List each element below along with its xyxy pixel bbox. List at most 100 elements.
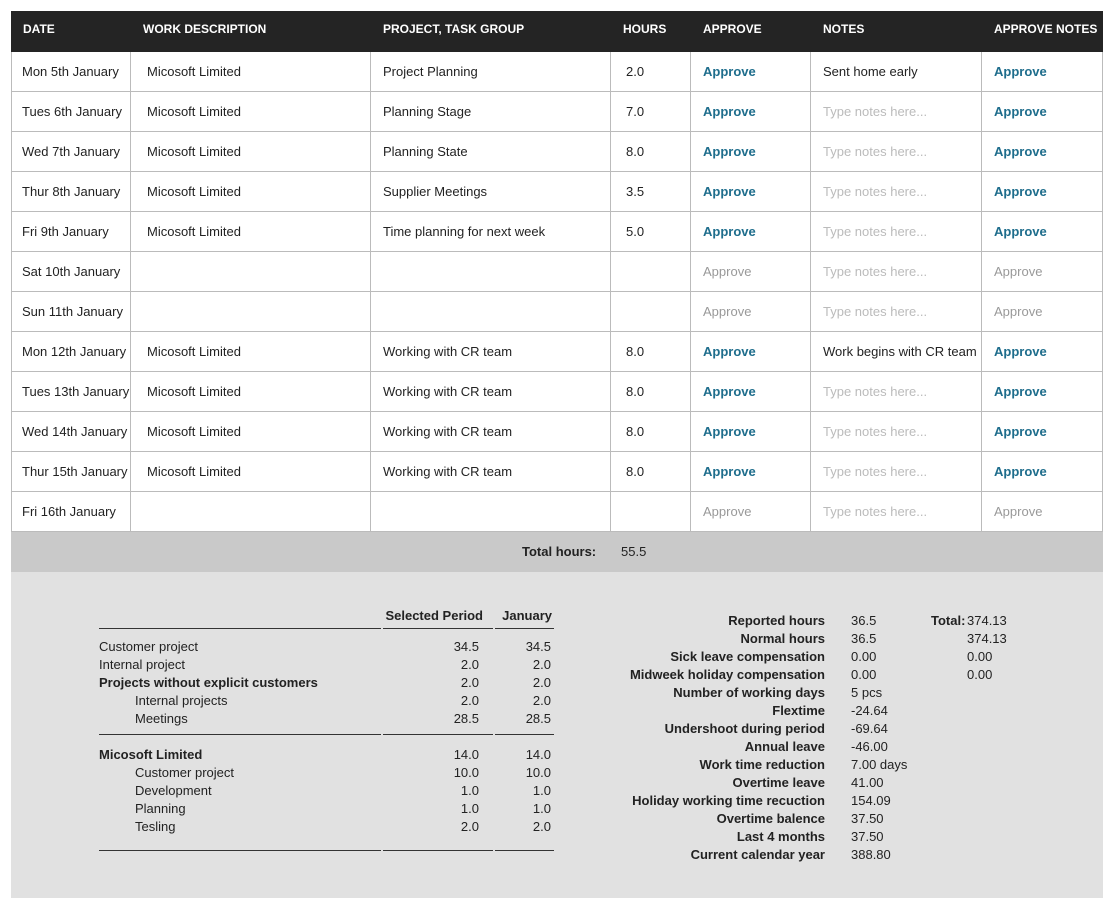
table-cell: Approve <box>691 212 811 252</box>
table-cell: Thur 8th January <box>11 172 131 212</box>
date: Mon 5th January <box>22 64 119 79</box>
notes-placeholder[interactable]: Type notes here... <box>823 384 928 399</box>
summary-label: Tesling <box>135 819 176 834</box>
table-cell: Approve <box>691 332 811 372</box>
project: Project Planning <box>383 64 478 79</box>
description: Micosoft Limited <box>147 424 241 439</box>
table-cell: Approve <box>982 172 1103 212</box>
approve-link[interactable]: Approve <box>994 64 1047 79</box>
rule <box>495 734 554 735</box>
notes-placeholder[interactable]: Type notes here... <box>823 184 928 199</box>
approve-link[interactable]: Approve <box>994 104 1047 119</box>
approve-link: Approve <box>994 264 1043 279</box>
hours: 2.0 <box>626 64 645 79</box>
header-bar <box>11 11 1103 52</box>
table-cell: Micosoft Limited <box>131 452 371 492</box>
table-cell: Approve <box>691 172 811 212</box>
rule <box>495 850 554 851</box>
summary-label: Internal projects <box>135 693 228 708</box>
notes-placeholder[interactable]: Type notes here... <box>823 304 928 319</box>
table-cell: Type notes here... <box>811 372 982 412</box>
approve-link[interactable]: Approve <box>994 384 1047 399</box>
project: Working with CR team <box>383 384 513 399</box>
stat-label: Flextime <box>772 703 825 718</box>
table-cell: Fri 16th January <box>11 492 131 532</box>
stat-label: Holiday working time recuction <box>632 793 825 808</box>
approve-link[interactable]: Approve <box>994 184 1047 199</box>
description: Micosoft Limited <box>147 344 241 359</box>
table-cell: Planning State <box>371 132 611 172</box>
notes-placeholder[interactable]: Type notes here... <box>823 104 928 119</box>
description: Micosoft Limited <box>147 464 241 479</box>
notes-placeholder[interactable]: Type notes here... <box>823 144 928 159</box>
approve-link[interactable]: Approve <box>994 144 1047 159</box>
table-cell: Supplier Meetings <box>371 172 611 212</box>
approve-link[interactable]: Approve <box>994 464 1047 479</box>
stat-value: 0.00 <box>851 667 877 682</box>
notes-placeholder[interactable]: Type notes here... <box>823 464 928 479</box>
table-cell <box>371 292 611 332</box>
hours: 8.0 <box>626 144 645 159</box>
notes-placeholder[interactable]: Type notes here... <box>823 264 928 279</box>
approve-link[interactable]: Approve <box>703 144 756 159</box>
summary-value: 2.0 <box>460 693 479 708</box>
notes-placeholder[interactable]: Type notes here... <box>823 424 928 439</box>
table-cell: Micosoft Limited <box>131 132 371 172</box>
notes[interactable]: Work begins with CR team <box>823 344 977 359</box>
approve-link[interactable]: Approve <box>703 384 756 399</box>
table-cell: Thur 15th January <box>11 452 131 492</box>
hours: 3.5 <box>626 184 645 199</box>
table-cell: Approve <box>691 492 811 532</box>
approve-link[interactable]: Approve <box>703 424 756 439</box>
hours: 5.0 <box>626 224 645 239</box>
summary-panel <box>11 572 1103 898</box>
stat-label: Annual leave <box>744 739 825 754</box>
approve-link[interactable]: Approve <box>994 224 1047 239</box>
hours: 7.0 <box>626 104 645 119</box>
approve-link: Approve <box>994 504 1043 519</box>
table-cell: Project Planning <box>371 52 611 92</box>
stat-label: Current calendar year <box>690 847 825 862</box>
date: Wed 7th January <box>22 144 121 159</box>
description: Micosoft Limited <box>147 64 241 79</box>
notes-placeholder[interactable]: Type notes here... <box>823 224 928 239</box>
summary-value: 2.0 <box>532 657 551 672</box>
description: Micosoft Limited <box>147 184 241 199</box>
table-cell: 5.0 <box>611 212 691 252</box>
table-cell: Working with CR team <box>371 452 611 492</box>
summary-value: 2.0 <box>532 819 551 834</box>
notes-placeholder[interactable]: Type notes here... <box>823 504 928 519</box>
approve-link[interactable]: Approve <box>703 184 756 199</box>
approve-link[interactable]: Approve <box>703 344 756 359</box>
approve-link[interactable]: Approve <box>703 104 756 119</box>
hours: 8.0 <box>626 464 645 479</box>
table-cell: Work begins with CR team <box>811 332 982 372</box>
table-cell <box>611 252 691 292</box>
table-cell: Micosoft Limited <box>131 212 371 252</box>
table-cell: Approve <box>982 492 1103 532</box>
approve-link[interactable]: Approve <box>994 424 1047 439</box>
rule <box>99 628 381 629</box>
table-cell: Approve <box>982 292 1103 332</box>
table-cell: Approve <box>691 252 811 292</box>
summary-value: 34.5 <box>453 639 479 654</box>
summary-value: 28.5 <box>453 711 479 726</box>
summary-label: Development <box>135 783 212 798</box>
column-header: APPROVE NOTES <box>994 22 1098 36</box>
approve-link[interactable]: Approve <box>703 224 756 239</box>
approve-link[interactable]: Approve <box>994 344 1047 359</box>
rule <box>99 734 381 735</box>
rule <box>383 850 493 851</box>
stat-value: -46.00 <box>851 739 888 754</box>
summary-value: 1.0 <box>460 783 479 798</box>
notes[interactable]: Sent home early <box>823 64 918 79</box>
description: Micosoft Limited <box>147 224 241 239</box>
table-cell <box>131 252 371 292</box>
table-cell: Micosoft Limited <box>131 92 371 132</box>
table-cell: Sat 10th January <box>11 252 131 292</box>
column-header: PROJECT, TASK GROUP <box>383 22 525 36</box>
table-cell: Micosoft Limited <box>131 372 371 412</box>
approve-link[interactable]: Approve <box>703 64 756 79</box>
approve-link[interactable]: Approve <box>703 464 756 479</box>
